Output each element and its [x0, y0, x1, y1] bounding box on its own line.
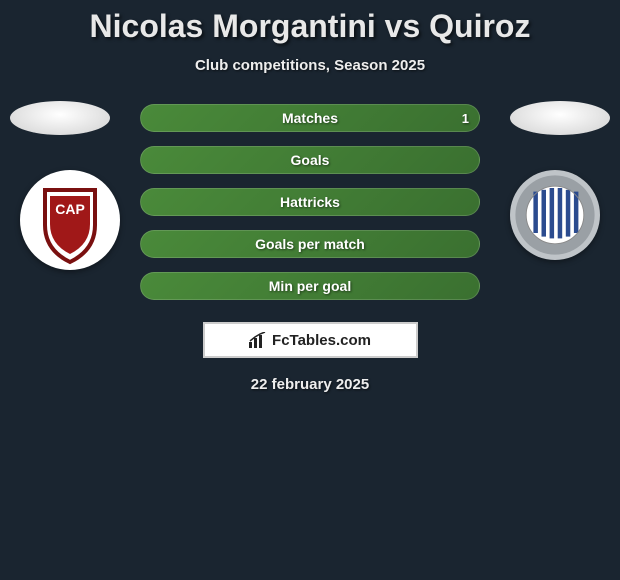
- crest-left-svg: CAP: [20, 170, 120, 270]
- svg-text:CAP: CAP: [55, 201, 85, 217]
- chart-icon: [249, 332, 267, 348]
- stat-label: Hattricks: [280, 194, 340, 210]
- stat-row: Matches 1: [0, 104, 620, 132]
- brand-box: FcTables.com: [203, 322, 418, 358]
- stat-pill-goals: Goals: [140, 146, 480, 174]
- page-subtitle: Club competitions, Season 2025: [0, 57, 620, 74]
- stat-value-right: 1: [462, 111, 469, 126]
- club-crest-left: CAP: [20, 170, 120, 270]
- club-crest-right: [510, 170, 600, 260]
- date-line: 22 february 2025: [0, 376, 620, 393]
- stat-pill-gpm: Goals per match: [140, 230, 480, 258]
- stat-pill-matches: Matches 1: [140, 104, 480, 132]
- stat-pill-mpg: Min per goal: [140, 272, 480, 300]
- stat-label: Goals: [291, 152, 330, 168]
- stat-label: Min per goal: [269, 278, 351, 294]
- brand-text: FcTables.com: [272, 332, 371, 349]
- player-oval-right: [510, 101, 610, 135]
- player-oval-left: [10, 101, 110, 135]
- crest-right-svg: [510, 170, 600, 260]
- stat-row: Min per goal: [0, 272, 620, 300]
- stat-label: Goals per match: [255, 236, 365, 252]
- stat-label: Matches: [282, 110, 338, 126]
- page-title: Nicolas Morgantini vs Quiroz: [0, 0, 620, 45]
- stat-pill-hattricks: Hattricks: [140, 188, 480, 216]
